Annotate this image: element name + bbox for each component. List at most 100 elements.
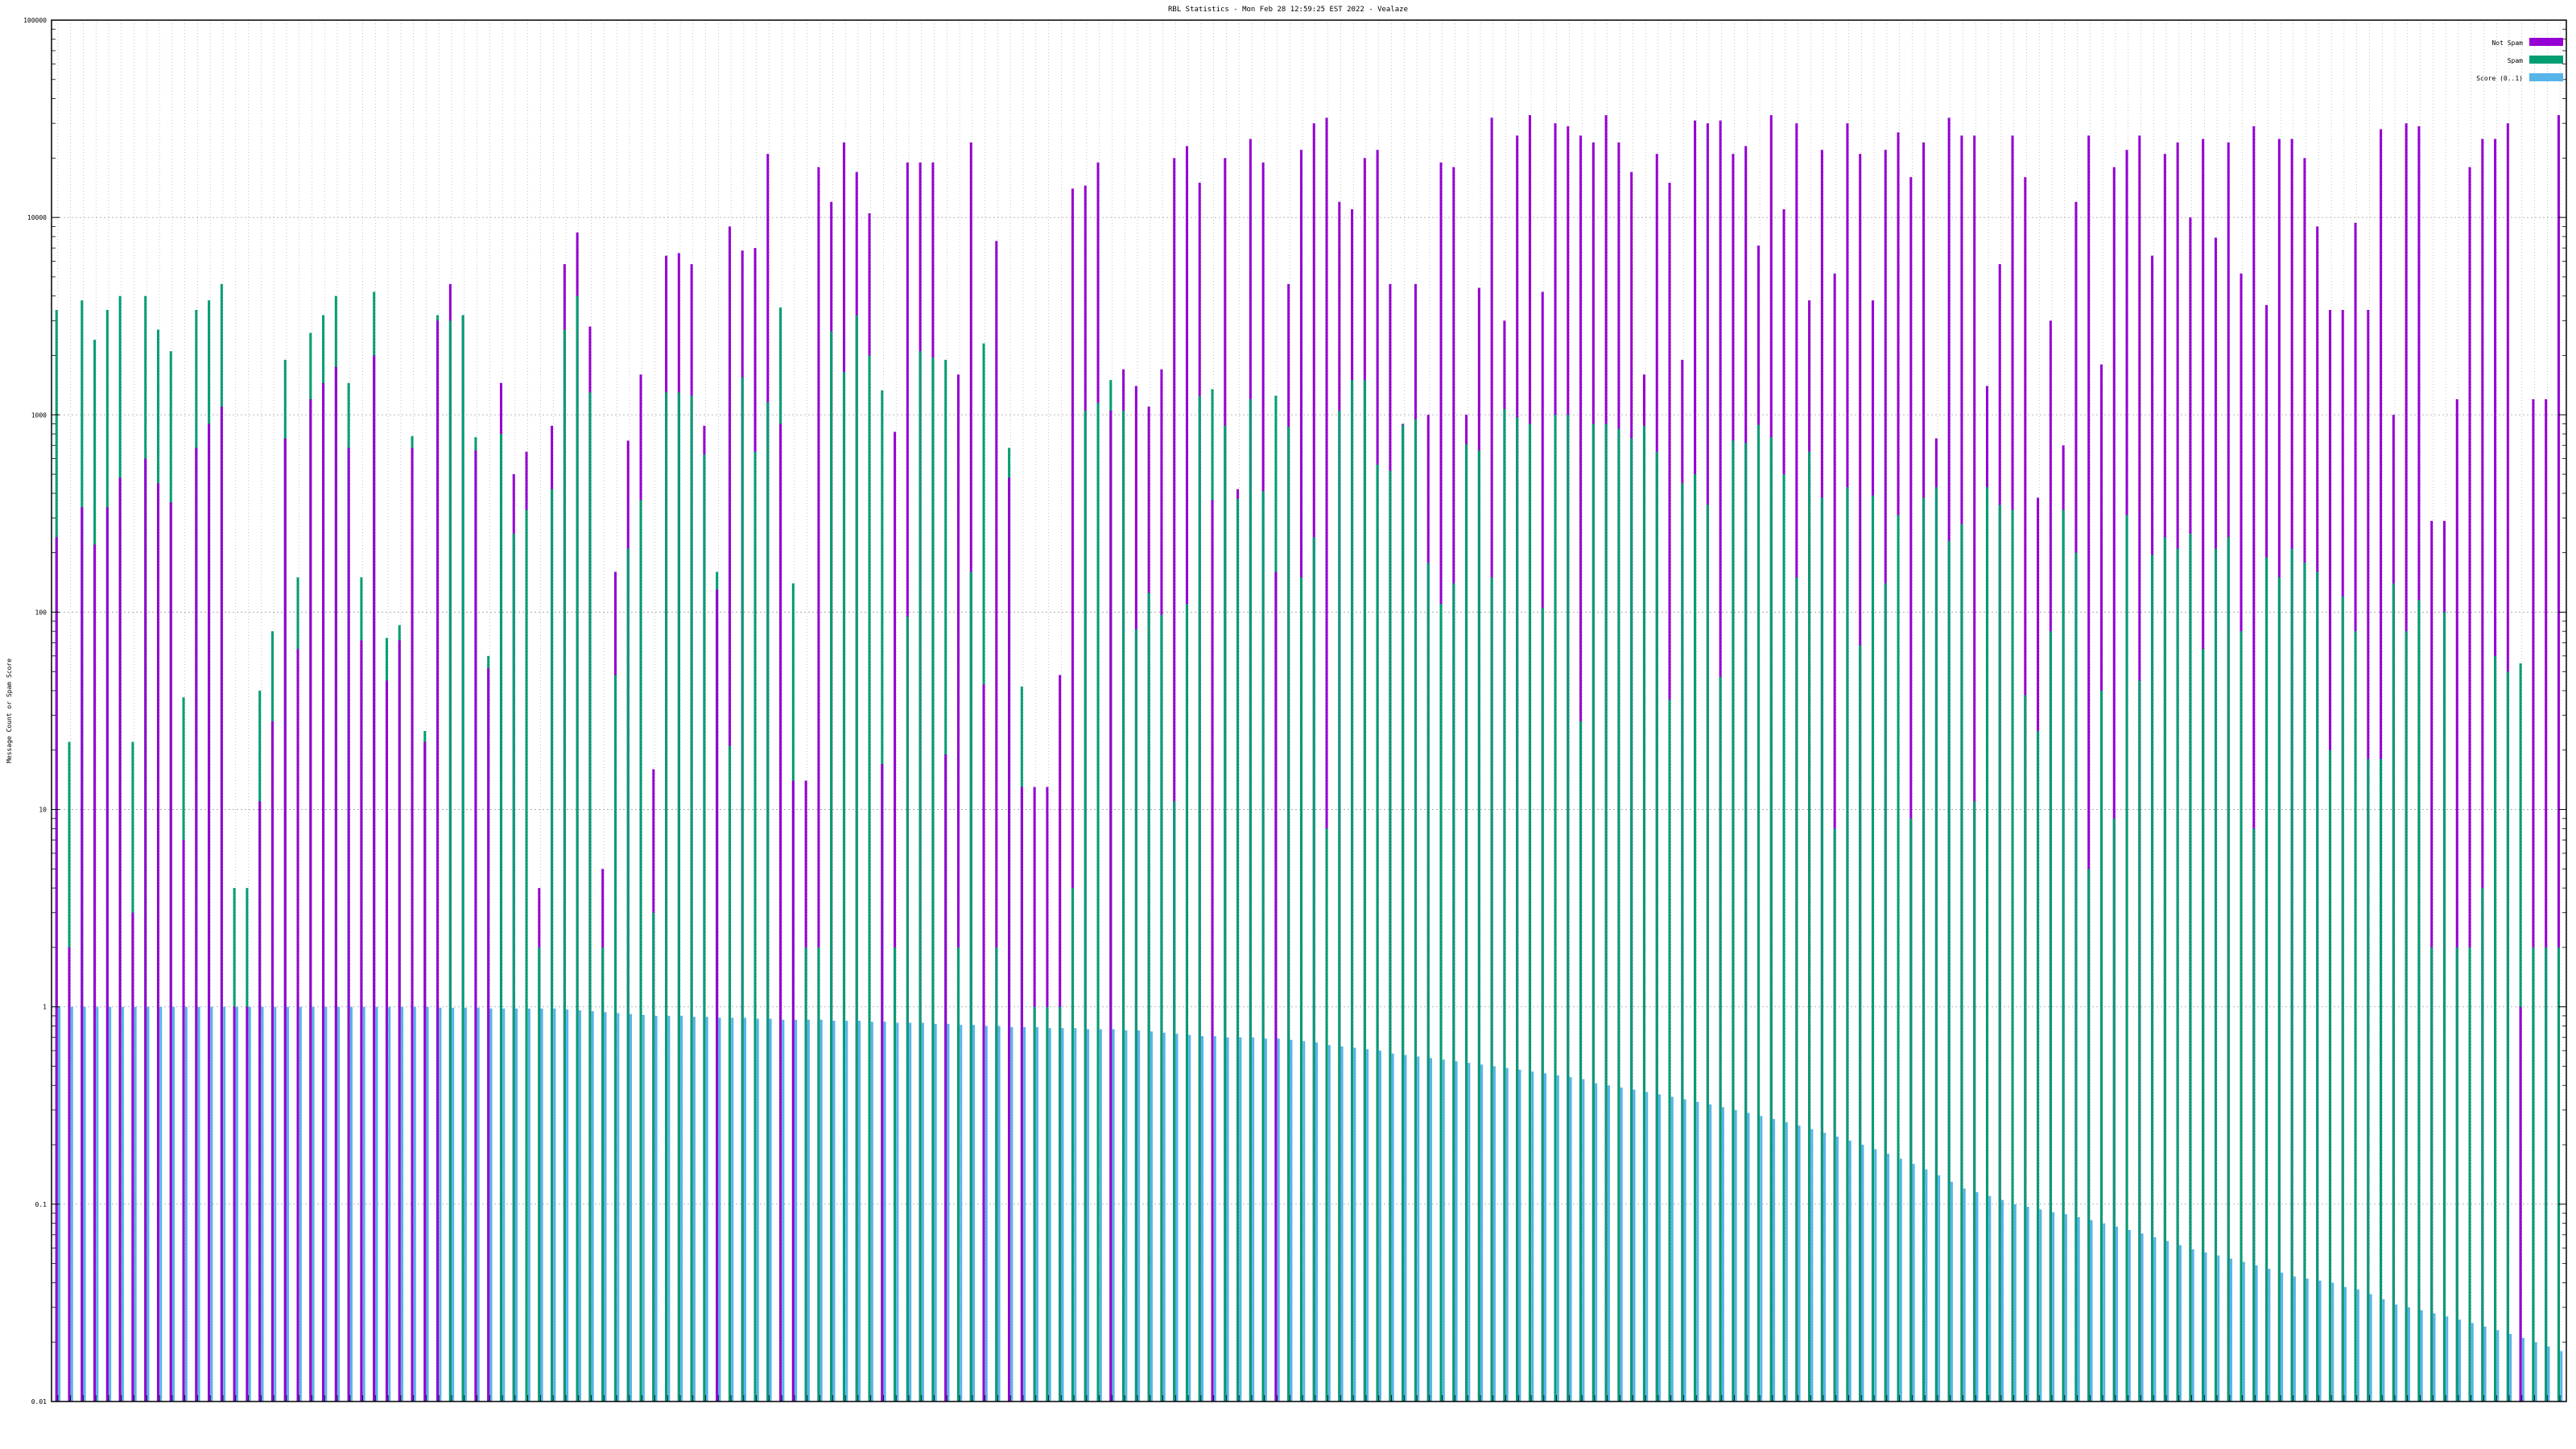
bar-not-spam — [881, 764, 884, 1402]
bar-spam — [2087, 869, 2091, 1402]
bar-spam — [563, 329, 566, 1402]
bar-score — [2458, 1319, 2462, 1402]
bar-spam — [1947, 540, 1951, 1402]
bar-spam — [1897, 514, 1900, 1402]
bar-spam — [1884, 583, 1887, 1402]
bar-spam — [2417, 600, 2421, 1402]
bar-spam — [1185, 604, 1188, 1402]
bar-score — [2153, 1236, 2157, 1402]
bar-spam — [1376, 464, 1379, 1402]
bar-score — [2166, 1241, 2169, 1402]
bar-spam — [2214, 548, 2217, 1402]
bar-score — [960, 1025, 963, 1402]
bar-spam — [2442, 612, 2446, 1402]
bar-score — [769, 1018, 772, 1402]
bar-spam — [1224, 425, 1227, 1402]
bar-not-spam — [2481, 138, 2484, 1402]
legend-label: Spam — [2508, 57, 2523, 64]
bar-score — [1378, 1051, 1381, 1402]
bar-spam — [1668, 700, 1671, 1402]
bar-score — [680, 1015, 683, 1402]
bar-score — [2395, 1304, 2398, 1402]
bar-spam — [1477, 450, 1480, 1402]
bar-score — [705, 1017, 708, 1402]
bar-score — [477, 1007, 480, 1402]
bar-not-spam — [283, 438, 287, 1402]
bar-spam — [2227, 537, 2230, 1402]
bar-spam — [576, 295, 579, 1402]
bar-score — [642, 1014, 645, 1402]
bar-spam — [613, 675, 617, 1402]
bar-score — [553, 1008, 556, 1402]
bar-score — [452, 1007, 455, 1402]
bar-not-spam — [156, 483, 159, 1402]
bar-not-spam — [791, 780, 795, 1402]
bar-score — [566, 1009, 569, 1402]
bar-not-spam — [944, 754, 947, 1402]
bar-not-spam — [956, 374, 960, 1402]
bar-spam — [1046, 1006, 1049, 1402]
bar-spam — [1795, 577, 1798, 1402]
plot-frame — [51, 19, 2567, 1402]
bar-spam — [448, 320, 452, 1402]
bar-score — [2471, 1323, 2474, 1402]
bar-not-spam — [322, 382, 325, 1402]
bar-spam — [2380, 758, 2383, 1402]
bar-score — [337, 1006, 341, 1402]
bar-score — [1442, 1059, 1445, 1402]
bar-spam — [2430, 947, 2434, 1402]
bar-score — [1595, 1083, 1598, 1402]
bar-score — [947, 1023, 950, 1402]
bar-score — [1290, 1039, 1293, 1402]
bar-score — [375, 1006, 378, 1402]
bar-score — [502, 1008, 506, 1402]
bar-spam — [1554, 415, 1557, 1402]
bar-score — [731, 1018, 734, 1402]
bar-score — [1353, 1047, 1356, 1402]
bar-spam — [1503, 409, 1506, 1402]
bar-not-spam — [1909, 177, 1913, 1402]
bar-spam — [804, 947, 807, 1402]
bar-spam — [1871, 495, 1874, 1402]
bar-not-spam — [894, 431, 897, 1402]
bar-score — [1925, 1169, 1928, 1402]
legend-swatch — [2529, 56, 2563, 64]
bar-spam — [1363, 380, 1366, 1402]
bar-not-spam — [2087, 135, 2091, 1402]
bar-spam — [1808, 452, 1811, 1402]
bar-spam — [1134, 629, 1137, 1402]
bar-score — [1162, 1032, 1166, 1402]
bar-spam — [1579, 720, 1583, 1402]
bar-score — [1417, 1056, 1420, 1402]
bar-score — [2001, 1199, 2004, 1402]
bar-spam — [1655, 452, 1658, 1402]
bar-score — [1505, 1067, 1509, 1402]
bar-spam — [1160, 614, 1163, 1402]
bar-spam — [2011, 510, 2014, 1402]
bar-score — [2052, 1212, 2055, 1402]
bar-spam — [461, 315, 464, 1402]
bar-score — [1480, 1064, 1484, 1402]
bar-score — [134, 1006, 137, 1402]
bar-score — [2407, 1307, 2410, 1402]
bar-spam — [2532, 947, 2535, 1402]
bar-spam — [2037, 731, 2040, 1402]
bar-spam — [2290, 548, 2293, 1402]
bar-score — [985, 1026, 988, 1402]
bar-score — [1975, 1191, 1979, 1402]
bar-not-spam — [398, 640, 401, 1402]
grid — [52, 20, 2566, 1402]
bar-score — [2483, 1326, 2487, 1402]
bar-score — [261, 1006, 264, 1402]
bar-spam — [2125, 514, 2128, 1402]
bar-score — [2064, 1214, 2067, 1402]
bar-score — [1899, 1158, 1902, 1402]
bar-spam — [1351, 380, 1354, 1402]
bar-score — [1112, 1029, 1115, 1402]
bar-spam — [1426, 563, 1430, 1402]
bar-spam — [2303, 563, 2306, 1402]
y-tick-label: 100000 — [23, 17, 47, 24]
bar-score — [83, 1006, 86, 1402]
bar-not-spam — [1173, 158, 1176, 1402]
bar-score — [248, 1006, 251, 1402]
